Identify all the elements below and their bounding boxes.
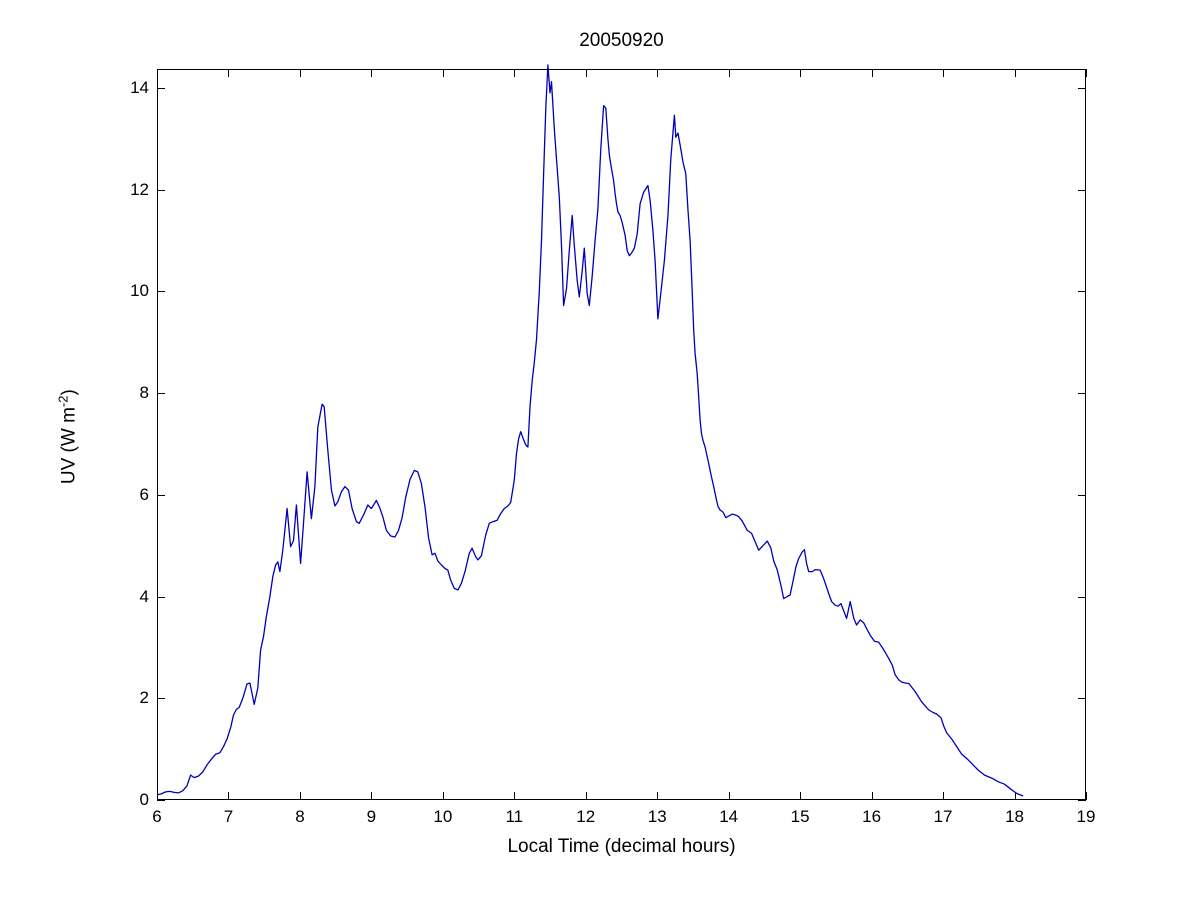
y-axis-label: UV (W m-2) (55, 307, 80, 567)
plot-area (156, 64, 1087, 801)
y-axis-label-suffix: ) (58, 389, 80, 396)
y-axis-label-superscript: -2 (55, 395, 71, 408)
y-tick-label: 14 (130, 77, 149, 97)
x-axis-label: Local Time (decimal hours) (507, 836, 736, 857)
x-tick-label: 9 (366, 807, 377, 826)
x-tick-label: 16 (862, 807, 882, 826)
uv-series-line (156, 64, 1024, 797)
x-tick-label: 18 (1005, 807, 1024, 826)
y-tick-label: 0 (139, 790, 149, 809)
y-tick-label: 12 (130, 179, 149, 199)
x-tick-label: 12 (576, 807, 596, 826)
x-tick-label: 17 (933, 807, 953, 826)
axes-box (157, 69, 1086, 800)
x-tick-label: 8 (295, 807, 305, 826)
y-tick-label: 6 (139, 484, 149, 504)
x-tick-label: 14 (719, 807, 739, 826)
y-tick-label: 10 (130, 281, 149, 301)
x-tick-label: 7 (223, 807, 234, 826)
tick-marks (157, 69, 1087, 801)
x-tick-label: 15 (790, 807, 810, 826)
x-tick-label: 6 (152, 807, 162, 826)
x-tick-label: 11 (505, 807, 524, 826)
y-tick-label: 2 (139, 688, 149, 708)
y-tick-label: 8 (139, 383, 149, 403)
y-tick-label: 4 (139, 586, 149, 606)
x-tick-label: 10 (433, 807, 453, 826)
x-tick-label: 19 (1076, 807, 1096, 826)
chart-title: 20050920 (579, 30, 664, 51)
x-tick-label: 13 (647, 807, 667, 826)
y-axis-label-prefix: UV (W m (58, 407, 80, 485)
